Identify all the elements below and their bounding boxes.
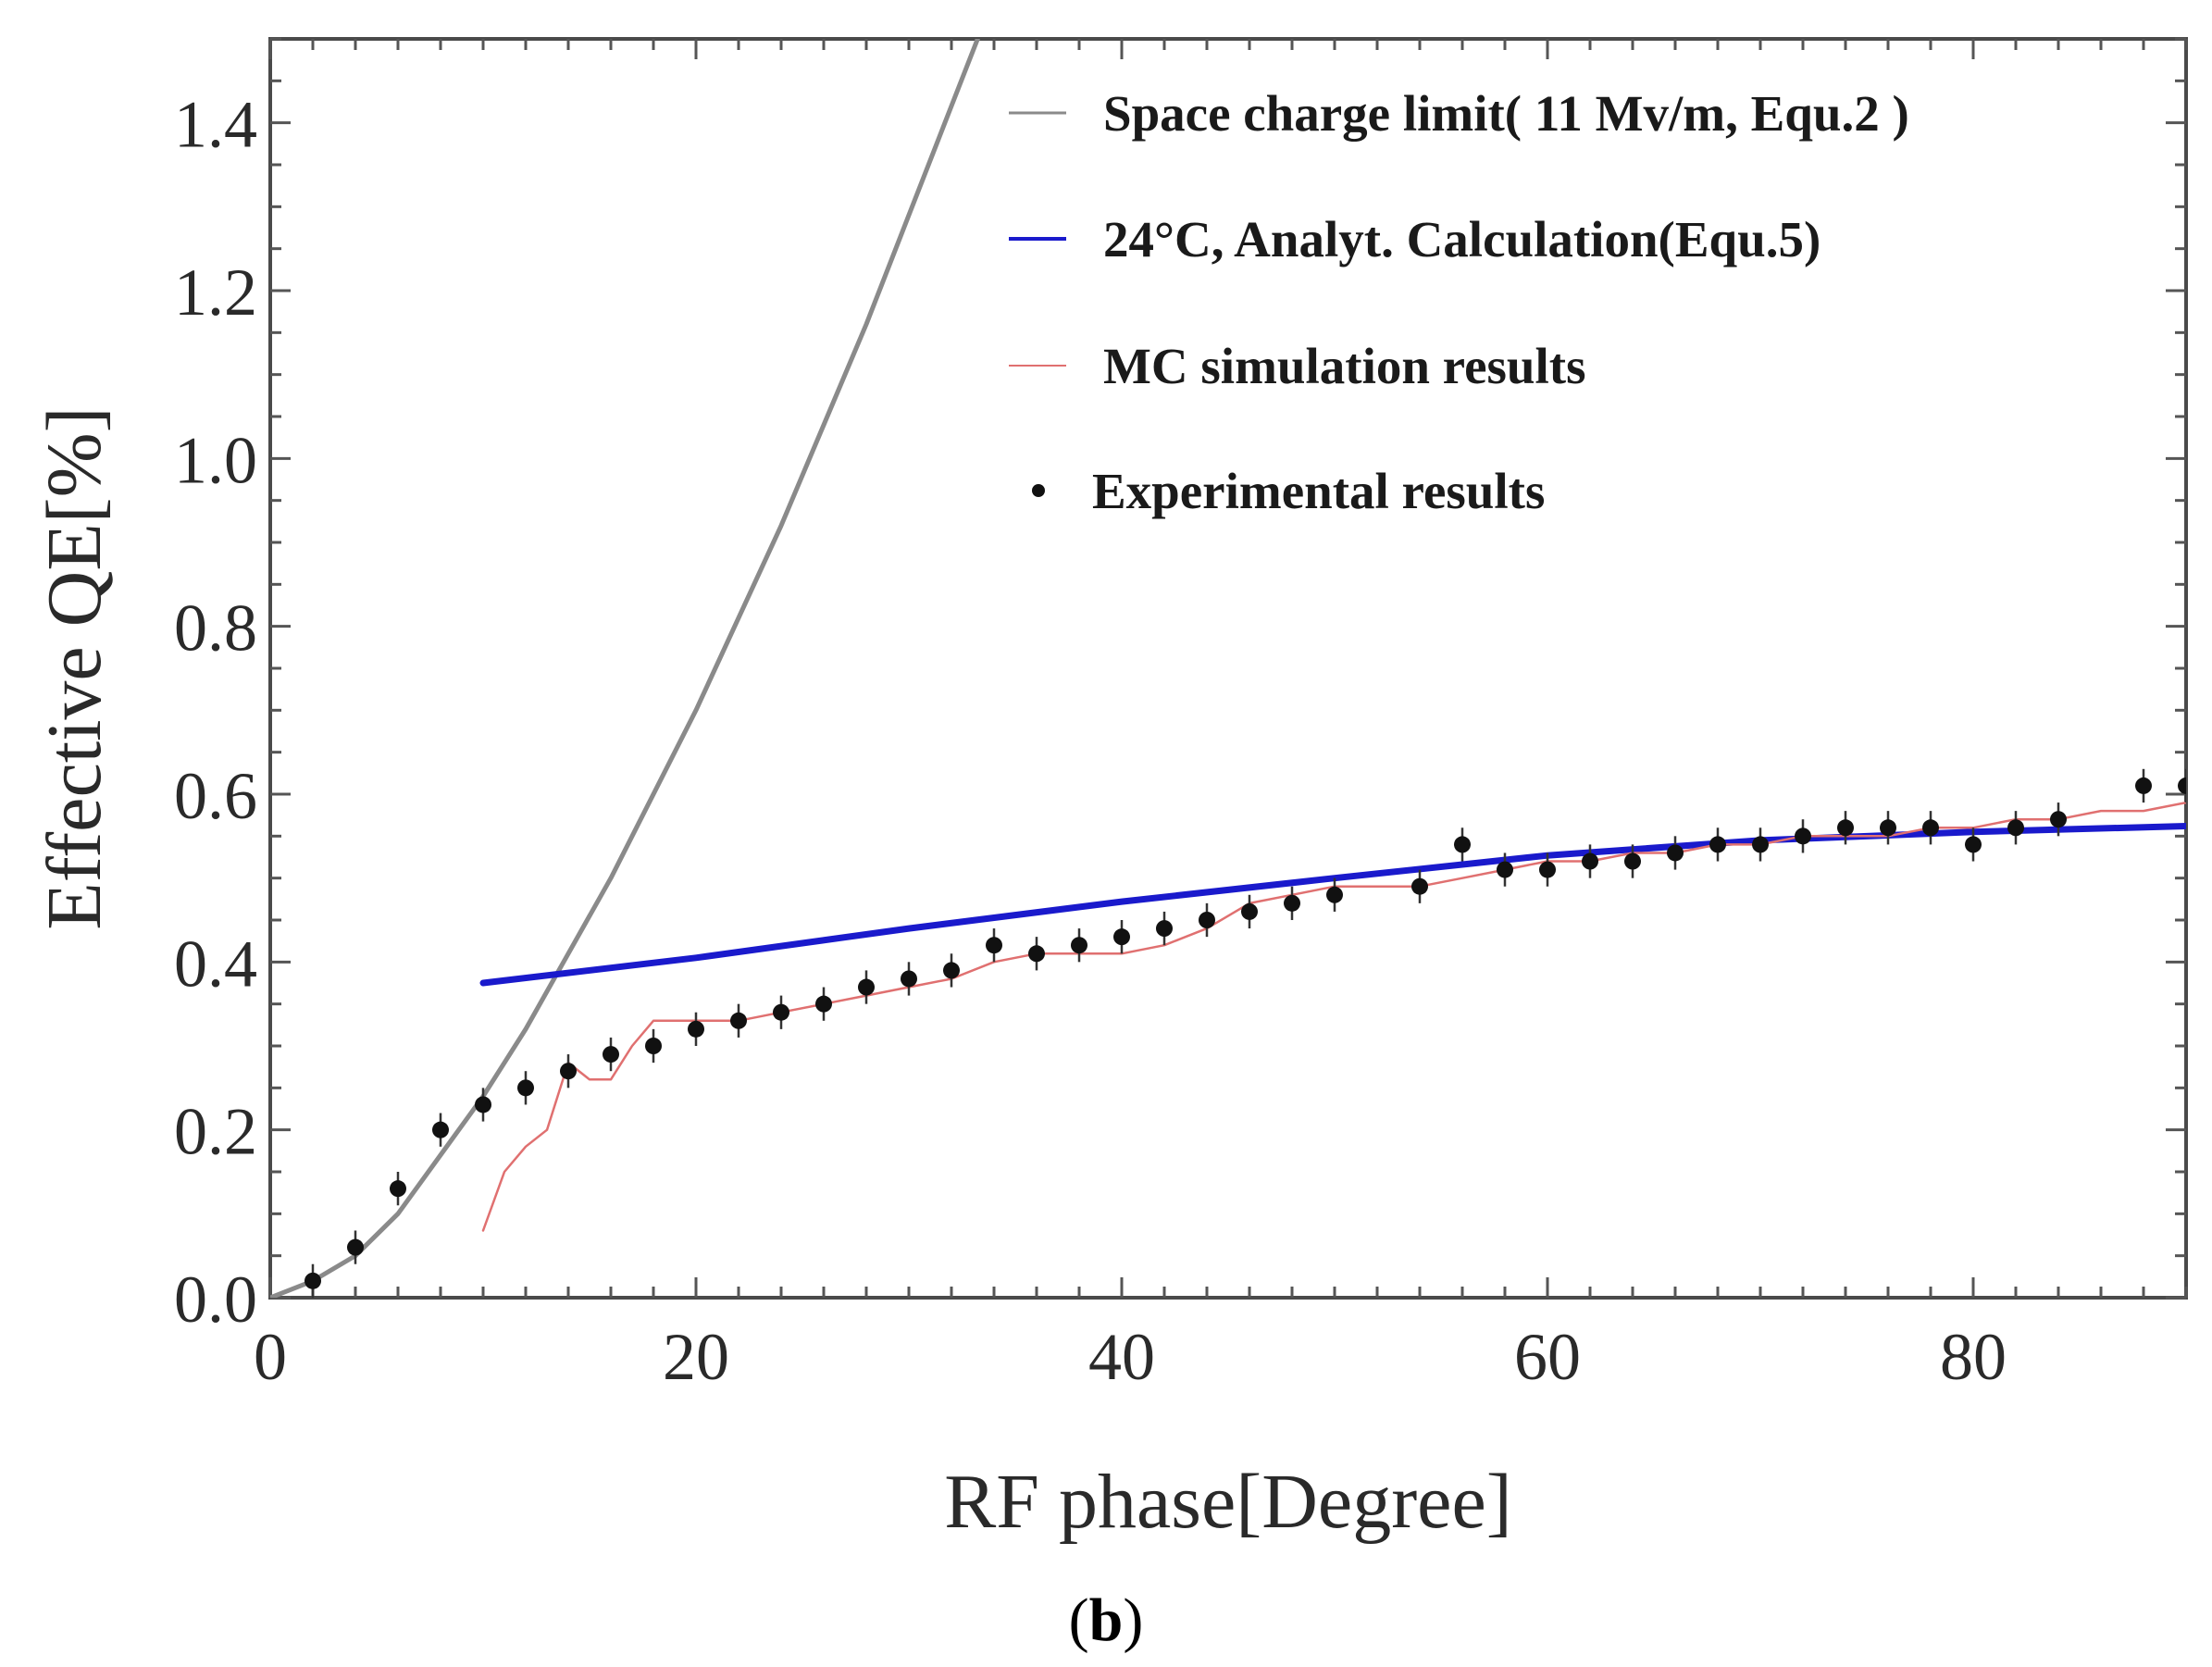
axis-ticks: [268, 37, 2188, 1300]
data-point: [1156, 920, 1173, 938]
data-point: [1922, 819, 1939, 837]
data-point: [815, 995, 832, 1013]
x-tick-label: 0: [254, 1320, 287, 1394]
data-point: [1411, 877, 1428, 895]
x-tick-labels: 0 20 40 60 80: [254, 1320, 2007, 1394]
data-point: [2178, 777, 2186, 794]
data-point: [1326, 886, 1343, 903]
x-tick-label: 80: [1940, 1320, 2007, 1394]
data-point: [858, 978, 875, 996]
y-axis-title: Effective QE[%]: [31, 406, 118, 929]
data-point: [517, 1079, 534, 1097]
legend-swatch: [1032, 484, 1045, 497]
panel-label: (b): [1069, 1586, 1144, 1654]
data-point: [347, 1238, 364, 1256]
x-tick-label: 60: [1514, 1320, 1581, 1394]
legend-label: Experimental results: [1092, 463, 1545, 519]
data-point: [1539, 861, 1556, 878]
data-point: [1624, 852, 1641, 870]
data-point: [390, 1180, 406, 1198]
data-point: [1752, 836, 1769, 853]
data-point: [2007, 819, 2024, 837]
y-tick-label: 0.2: [174, 1095, 257, 1169]
y-tick-label: 1.2: [174, 255, 257, 330]
data-point: [1795, 827, 1811, 845]
data-point: [1667, 844, 1684, 862]
data-point: [773, 1003, 789, 1021]
y-tick-label: 0.6: [174, 759, 257, 833]
plot-frame: [268, 37, 2188, 1300]
series-layer: [270, 39, 2186, 1298]
data-point: [1582, 852, 1598, 870]
data-point: [432, 1121, 449, 1138]
legend: Space charge limit( 11 Mv/m, Equ.2 ) 24°C…: [1009, 85, 1909, 519]
y-tick-labels: 0.0 0.2 0.4 0.6 0.8 1.0 1.2 1.4: [174, 88, 257, 1337]
data-point: [1113, 928, 1130, 946]
data-point: [688, 1020, 704, 1038]
data-point: [475, 1096, 491, 1113]
data-point: [986, 937, 1002, 954]
data-point: [1965, 836, 1982, 853]
y-tick-label: 1.4: [174, 88, 257, 162]
y-tick-label: 1.0: [174, 423, 257, 497]
data-point: [1284, 894, 1300, 912]
legend-label: MC simulation results: [1103, 338, 1586, 394]
y-tick-label: 0.8: [174, 591, 257, 666]
panel-label-letter: b: [1089, 1586, 1124, 1654]
data-point: [1241, 902, 1258, 920]
data-point: [2050, 811, 2067, 828]
legend-label: 24°C, Analyt. Calculation(Equ.5): [1103, 211, 1821, 267]
data-point: [1709, 836, 1726, 853]
y-tick-label: 0.4: [174, 927, 257, 1001]
data-point: [1071, 937, 1087, 954]
data-point: [730, 1012, 747, 1029]
data-point: [1028, 945, 1045, 963]
x-tick-label: 40: [1088, 1320, 1155, 1394]
panel-label-close: ): [1123, 1586, 1143, 1654]
series-line-0: [270, 39, 980, 1298]
data-point: [901, 970, 917, 988]
data-point: [560, 1063, 577, 1080]
data-point: [2135, 777, 2152, 794]
data-point: [1454, 836, 1471, 853]
data-point: [1199, 912, 1215, 928]
data-point: [1837, 819, 1854, 837]
data-point: [1880, 819, 1896, 837]
x-axis-title: RF phase[Degree]: [944, 1459, 1511, 1545]
y-tick-label: 0.0: [174, 1263, 257, 1337]
panel-label-open: (: [1069, 1586, 1089, 1654]
x-tick-label: 20: [663, 1320, 729, 1394]
data-point: [1497, 861, 1513, 878]
legend-label: Space charge limit( 11 Mv/m, Equ.2 ): [1103, 85, 1909, 142]
data-point: [645, 1038, 662, 1054]
data-point: [603, 1046, 619, 1064]
data-point: [943, 962, 960, 979]
data-point: [304, 1272, 321, 1289]
